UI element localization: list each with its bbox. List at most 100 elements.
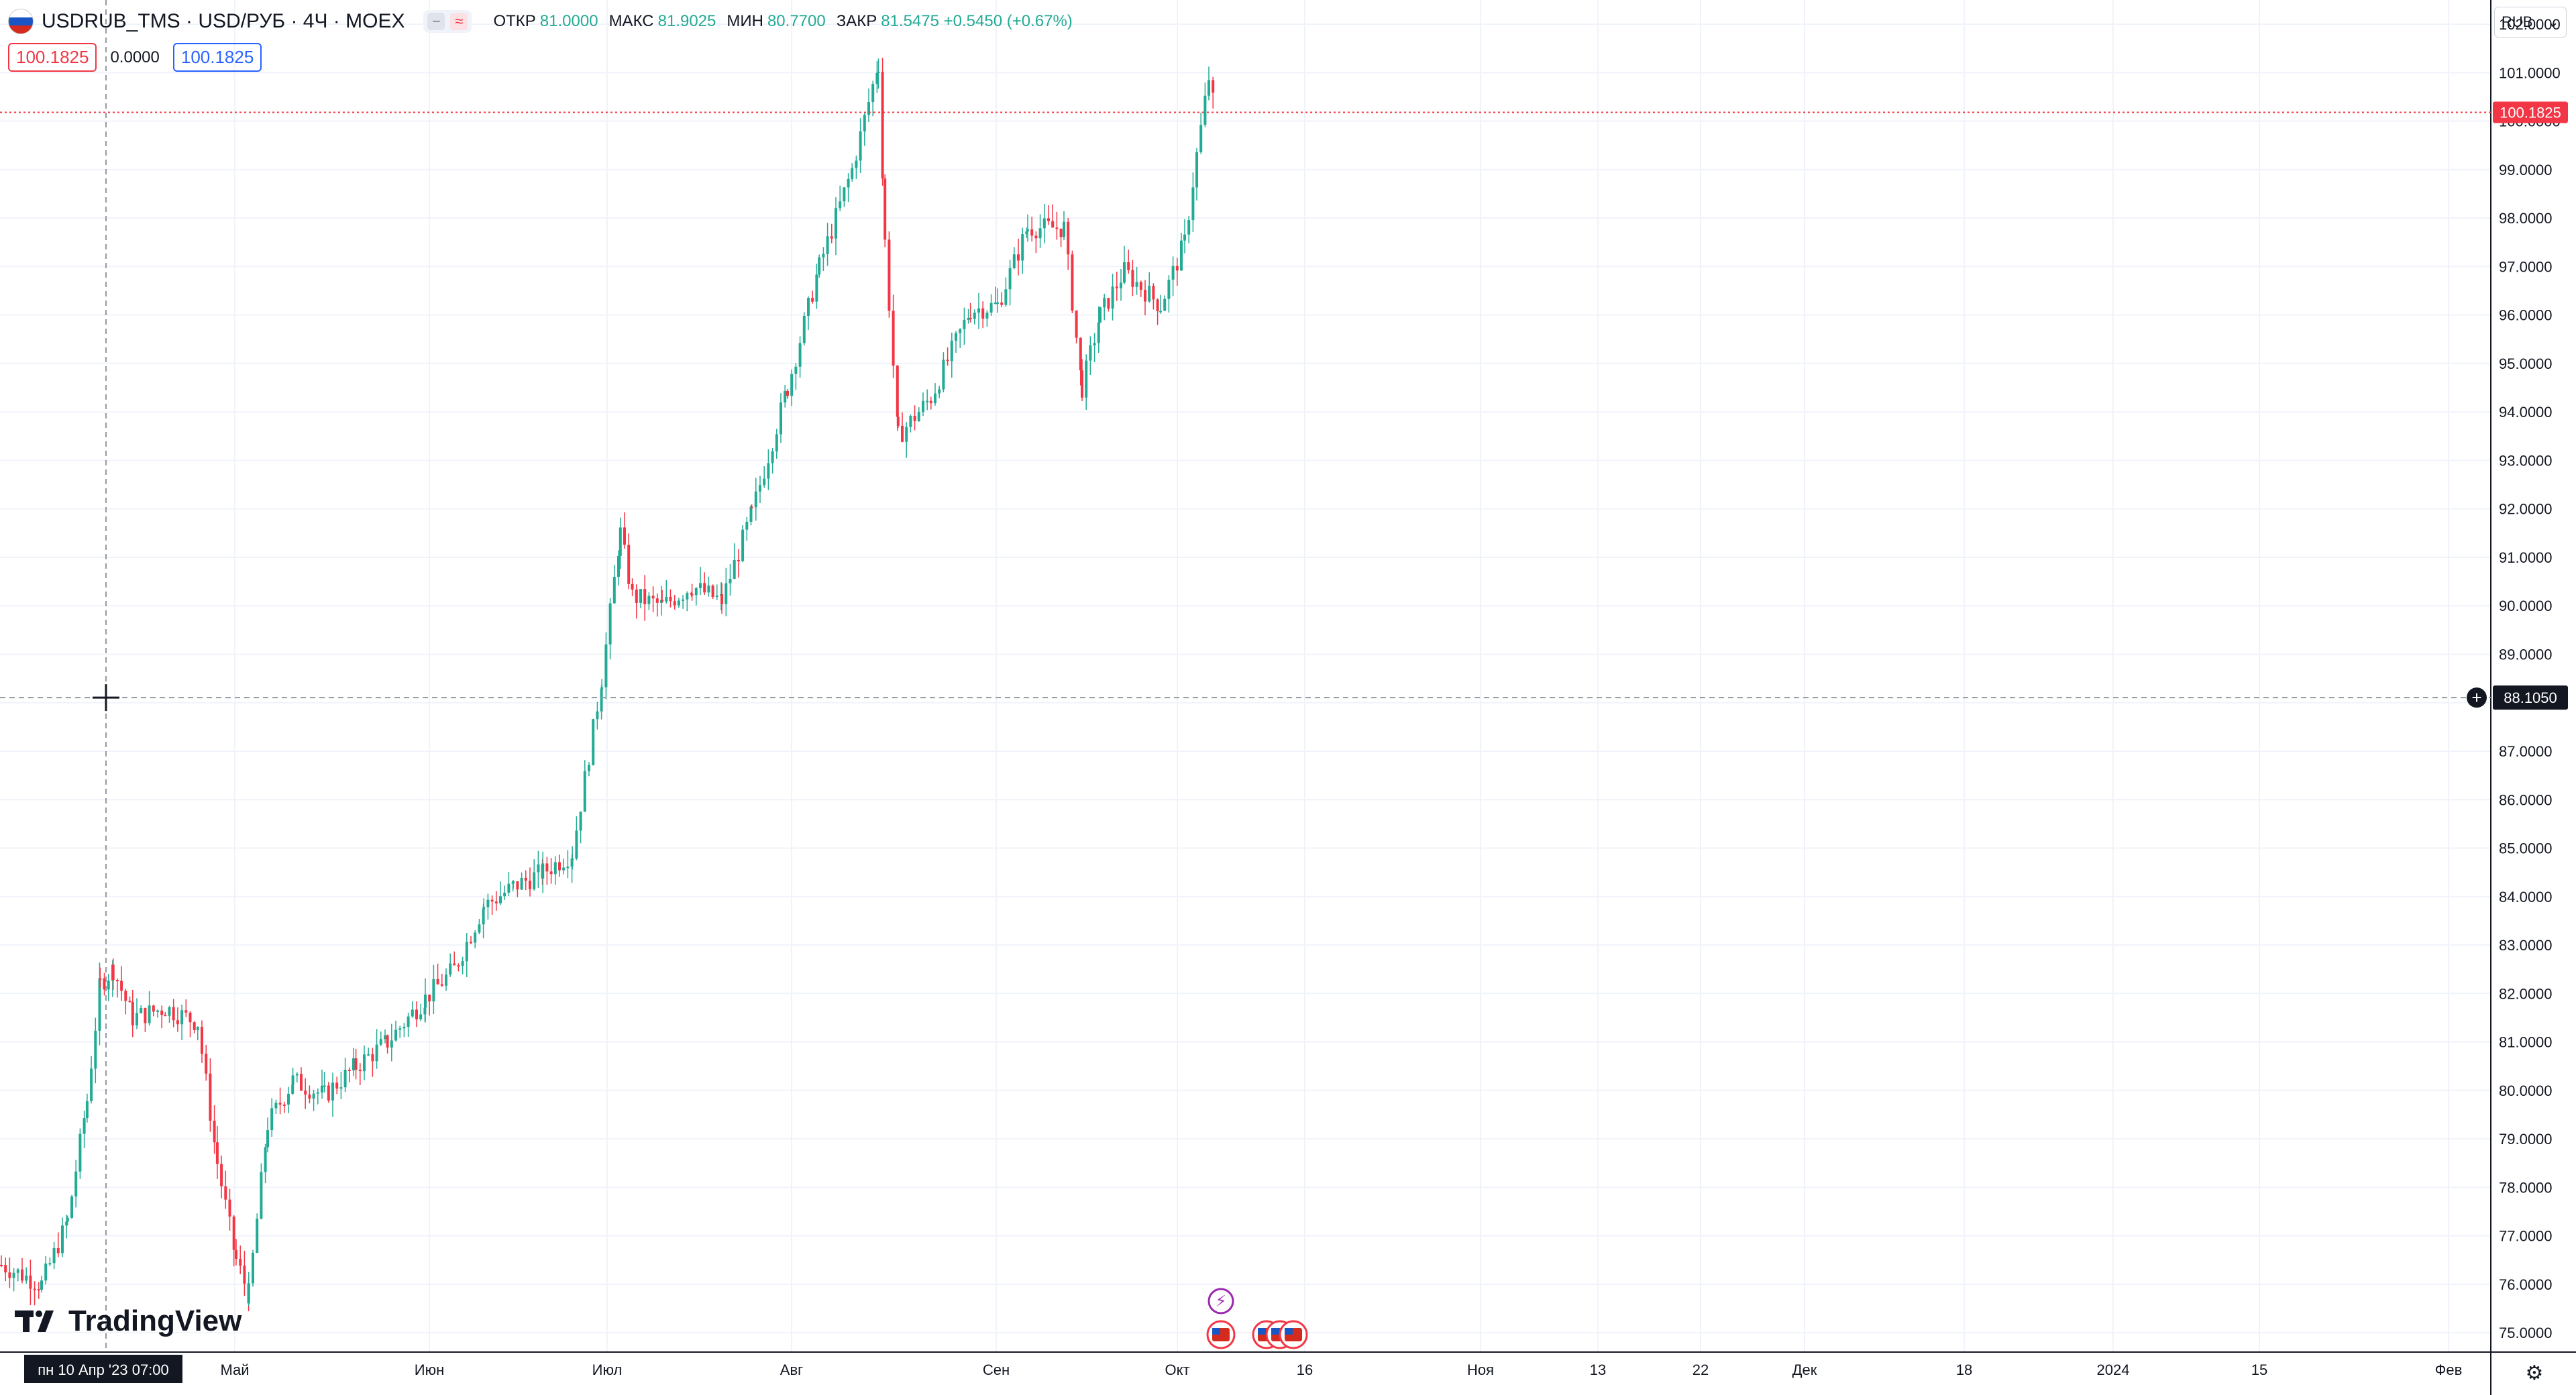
candle-body	[994, 302, 997, 304]
candle-body	[398, 1028, 402, 1030]
candle-body	[282, 1104, 286, 1106]
candle-body	[213, 1120, 216, 1143]
candle-body	[278, 1103, 282, 1105]
y-tick-label: 90.0000	[2499, 598, 2553, 614]
candle-body	[176, 1020, 179, 1025]
approx-icon[interactable]: ≈	[450, 13, 468, 30]
candle-body	[124, 991, 127, 1001]
candle-body	[1212, 80, 1215, 93]
candle-body	[579, 812, 582, 831]
candle-body	[243, 1266, 246, 1284]
y-tick-label: 87.0000	[2499, 743, 2553, 760]
candle-body	[266, 1130, 269, 1148]
symbol-title[interactable]: USDRUB_TMS · USD/РУБ · 4Ч · MOEX	[42, 10, 405, 32]
minus-icon[interactable]: −	[427, 13, 445, 30]
candle-body	[394, 1029, 397, 1041]
candle-body	[1127, 262, 1130, 270]
candle-body	[1163, 298, 1167, 311]
candle-body	[1144, 290, 1146, 302]
candle-body	[424, 994, 427, 1008]
candle-body	[516, 881, 519, 890]
candle-body	[457, 965, 460, 967]
candle-body	[1131, 270, 1134, 287]
y-tick-label: 82.0000	[2499, 985, 2553, 1002]
candle-body	[247, 1283, 250, 1304]
candle-body	[144, 1007, 147, 1023]
candle-body	[617, 555, 620, 577]
candle-body	[592, 719, 595, 765]
candle-body	[784, 390, 787, 403]
candle-body	[189, 1012, 192, 1023]
candle-body	[1085, 360, 1088, 398]
candle-body	[323, 1085, 326, 1087]
candle-body	[503, 892, 506, 897]
candle-body	[300, 1074, 303, 1091]
candle-body	[694, 588, 698, 596]
last-price-badge	[2493, 101, 2568, 123]
candle-body	[835, 208, 837, 239]
candle-body	[905, 427, 908, 442]
candle-body	[1171, 266, 1175, 280]
candle-body	[1175, 266, 1179, 271]
candle-body	[136, 1013, 138, 1025]
candle-body	[512, 881, 515, 883]
candle-body	[274, 1103, 278, 1109]
candle-body	[963, 319, 966, 329]
candle-body	[331, 1082, 334, 1101]
candle-body	[1071, 254, 1074, 311]
candle-body	[608, 603, 612, 645]
tradingview-logo[interactable]: TradingView	[15, 1304, 241, 1338]
y-tick-label: 91.0000	[2499, 549, 2553, 566]
candle-body	[967, 317, 970, 320]
y-tick-label: 92.0000	[2499, 501, 2553, 518]
ohlc-readout: ОТКР 81.0000 МАКС 81.9025 МИН 80.7700 ЗА…	[493, 12, 1079, 31]
candle-body	[1097, 322, 1100, 343]
candle-body	[140, 1007, 143, 1013]
y-tick-label: 83.0000	[2499, 937, 2553, 954]
candle-body	[1183, 234, 1186, 241]
candle-body	[619, 527, 622, 556]
candle-body	[929, 400, 932, 404]
currency-selector[interactable]: RUB ⌄	[2494, 7, 2567, 38]
candle-body	[627, 545, 631, 584]
candle-body	[474, 932, 477, 943]
candle-body	[520, 877, 523, 890]
candle-body	[339, 1087, 343, 1089]
candle-body	[533, 872, 536, 889]
y-tick-label: 80.0000	[2499, 1082, 2553, 1099]
candle-body	[1042, 218, 1046, 229]
y-tick-label: 81.0000	[2499, 1034, 2553, 1051]
buy-price-button[interactable]: 100.1825	[172, 43, 262, 72]
x-tick-label: 2024	[2097, 1361, 2130, 1378]
candle-body	[771, 451, 774, 463]
sell-price-button[interactable]: 100.1825	[8, 43, 97, 72]
candle-body	[453, 963, 456, 966]
candle-body	[1089, 345, 1092, 361]
candle-body	[896, 366, 899, 417]
x-tick-label: 16	[1297, 1361, 1313, 1378]
candle-body	[786, 390, 789, 396]
settings-gear-icon[interactable]: ⚙	[2525, 1362, 2544, 1384]
candle-body	[767, 463, 770, 479]
chart-header: USDRUB_TMS · USD/РУБ · 4Ч · MOEX − ≈ ОТК…	[8, 7, 1079, 36]
candle-body	[955, 333, 957, 341]
candle-body	[811, 298, 814, 302]
candle-body	[1103, 298, 1106, 308]
candle-body	[989, 302, 993, 313]
candle-body	[969, 317, 972, 319]
candle-body	[802, 315, 806, 343]
candle-body	[822, 254, 825, 258]
compare-toggle[interactable]: − ≈	[423, 10, 472, 33]
candle-body	[553, 862, 557, 875]
candle-body	[295, 1074, 299, 1076]
candle-body	[352, 1058, 355, 1070]
candle-body	[449, 963, 452, 975]
candle-body	[677, 600, 680, 606]
candle-body	[643, 589, 647, 604]
candle-body	[180, 1010, 184, 1025]
candle-body	[1063, 221, 1065, 237]
candle-body	[720, 594, 724, 604]
candle-body	[48, 1263, 52, 1265]
y-tick-label: 97.0000	[2499, 258, 2553, 275]
